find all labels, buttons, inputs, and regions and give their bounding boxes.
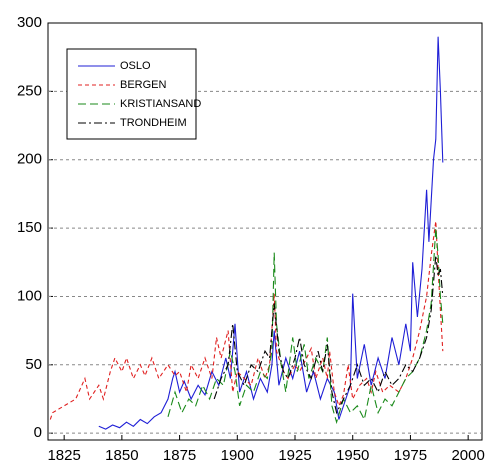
x-tick-label: 1825 [47,447,80,464]
y-tick-label: 150 [17,219,42,236]
legend-label: OSLO [120,60,151,72]
legend-label: BERGEN [120,79,167,91]
x-tick-label: 1900 [221,447,254,464]
series-line [49,221,444,420]
series-line [213,255,444,415]
y-tick-label: 100 [17,287,42,304]
legend-label: TRONDHEIM [120,117,187,129]
x-tick-label: 1850 [105,447,138,464]
y-tick-label: 250 [17,82,42,99]
legend-label: KRISTIANSAND [120,98,201,110]
x-tick-label: 2000 [451,447,484,464]
x-tick-label: 1875 [163,447,196,464]
y-tick-label: 0 [34,424,42,441]
legend-box [66,48,197,140]
x-tick-label: 1950 [336,447,369,464]
y-tick-label: 50 [25,356,42,373]
y-tick-label: 200 [17,151,42,168]
x-tick-label: 1925 [278,447,311,464]
series-line [98,36,444,430]
plot-frame [47,22,483,441]
series-line [167,228,444,425]
legend: OSLO BERGEN KRISTIANSAND TRONDHEIM [66,48,201,140]
y-tick-label: 300 [17,14,42,31]
x-tick-label: 1975 [394,447,427,464]
